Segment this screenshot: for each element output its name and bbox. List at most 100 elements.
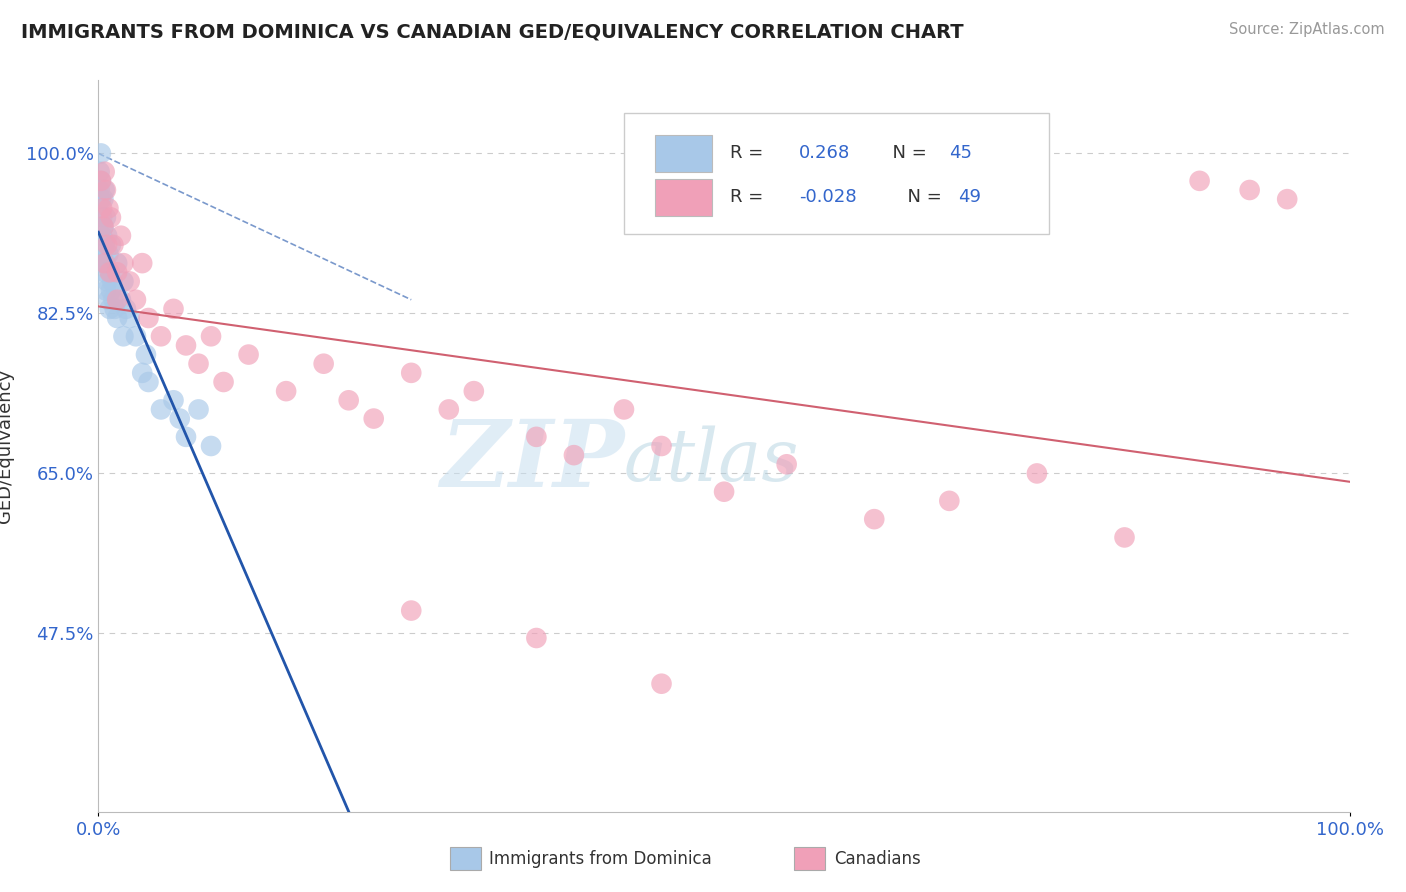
Point (91, 211, 114, 225)
Point (93, 192, 115, 206)
Point (93, 219, 115, 234)
Point (90, 174, 112, 188)
Point (131, 366, 153, 380)
Point (1239, 183, 1261, 197)
Point (105, 256, 128, 270)
Text: atlas: atlas (624, 425, 800, 496)
FancyBboxPatch shape (655, 179, 711, 216)
Point (1277, 192, 1299, 206)
Point (100, 211, 122, 225)
Point (97, 247, 120, 261)
Point (174, 338, 197, 352)
Point (162, 301, 184, 316)
Text: N =: N = (896, 188, 948, 206)
Point (97, 202, 120, 216)
Point (337, 393, 360, 408)
Point (463, 384, 485, 399)
Point (105, 265, 128, 279)
Text: 0.268: 0.268 (799, 145, 851, 162)
Point (312, 357, 335, 371)
Point (118, 311, 141, 326)
Point (93, 265, 115, 279)
Point (93, 256, 115, 270)
Point (100, 237, 122, 252)
Point (363, 411, 385, 425)
Point (1026, 467, 1049, 481)
Point (105, 311, 128, 326)
Text: -0.028: -0.028 (799, 188, 856, 206)
Point (89, 164, 111, 178)
Point (112, 256, 135, 270)
Point (93, 219, 115, 234)
Point (94, 256, 117, 270)
Point (91, 202, 114, 216)
Point (401, 366, 423, 380)
Point (162, 393, 184, 408)
Point (93, 183, 115, 197)
Text: 49: 49 (957, 188, 981, 206)
Point (174, 430, 197, 444)
Point (98, 265, 121, 279)
Point (200, 329, 222, 343)
Point (105, 293, 128, 307)
Point (150, 402, 173, 417)
Point (91, 247, 114, 261)
Point (187, 357, 209, 371)
Point (150, 329, 173, 343)
Point (125, 293, 148, 307)
Text: Canadians: Canadians (834, 850, 921, 868)
Point (212, 375, 235, 389)
Text: R =: R = (730, 188, 769, 206)
Point (93, 256, 115, 270)
Text: N =: N = (880, 145, 932, 162)
Point (90, 174, 112, 188)
Point (94, 183, 117, 197)
Point (98, 301, 121, 316)
Point (437, 402, 460, 417)
Point (713, 484, 735, 499)
Point (98, 265, 121, 279)
Point (96, 228, 118, 243)
Point (112, 329, 135, 343)
Point (96, 237, 118, 252)
Point (613, 402, 636, 417)
Point (1114, 530, 1136, 544)
Point (118, 275, 141, 289)
Point (112, 275, 135, 289)
Text: ZIP: ZIP (440, 416, 624, 506)
Point (101, 275, 124, 289)
Point (91, 228, 114, 243)
Point (938, 494, 960, 508)
Point (90, 146, 112, 161)
Point (110, 228, 132, 243)
Point (187, 402, 209, 417)
FancyBboxPatch shape (655, 135, 711, 171)
Text: Immigrants from Dominica: Immigrants from Dominica (489, 850, 711, 868)
Text: IMMIGRANTS FROM DOMINICA VS CANADIAN GED/EQUIVALENCY CORRELATION CHART: IMMIGRANTS FROM DOMINICA VS CANADIAN GED… (21, 22, 963, 41)
Point (103, 293, 125, 307)
Point (110, 293, 132, 307)
Point (90, 192, 112, 206)
Point (650, 676, 672, 690)
Point (135, 347, 157, 362)
Point (524, 631, 547, 645)
Point (103, 237, 125, 252)
Point (94, 211, 117, 225)
Point (100, 284, 122, 298)
Point (93, 164, 115, 178)
Point (200, 439, 222, 453)
Point (96, 275, 118, 289)
FancyBboxPatch shape (624, 113, 1049, 234)
Point (94, 284, 117, 298)
Point (131, 256, 153, 270)
Point (238, 347, 260, 362)
Point (89, 183, 111, 197)
Point (863, 512, 886, 526)
Point (1188, 174, 1211, 188)
Point (97, 293, 120, 307)
Point (115, 301, 138, 316)
Point (138, 311, 160, 326)
Point (169, 411, 191, 425)
Point (401, 603, 423, 617)
Text: R =: R = (730, 145, 775, 162)
